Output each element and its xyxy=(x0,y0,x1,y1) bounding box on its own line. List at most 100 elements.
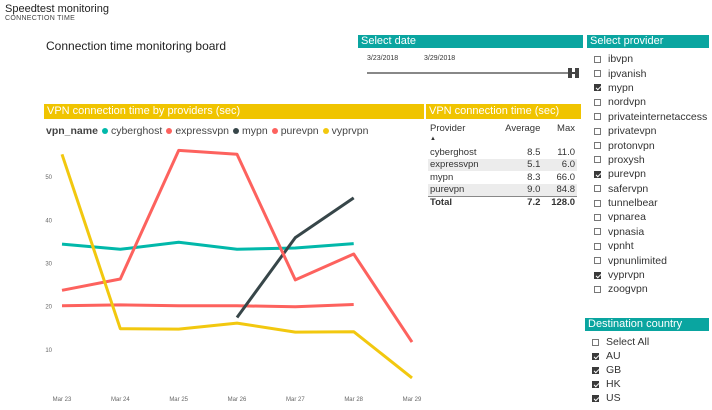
checkbox-icon[interactable] xyxy=(594,142,601,150)
checkbox-icon[interactable] xyxy=(592,352,599,360)
provider-option-label: privateinternetaccess xyxy=(608,110,708,123)
country-option-us[interactable]: US xyxy=(592,391,649,405)
provider-option-ibvpn[interactable]: ibvpn xyxy=(594,52,707,66)
provider-option-label: vpnasia xyxy=(608,225,645,238)
checkbox-icon[interactable] xyxy=(594,127,601,135)
checkbox-icon[interactable] xyxy=(594,84,601,92)
legend-item-expressvpn[interactable]: expressvpn xyxy=(166,125,229,137)
series-line-vyprvpn[interactable] xyxy=(60,153,413,380)
column-header-average[interactable]: Average xyxy=(505,123,541,134)
provider-option-tunnelbear[interactable]: tunnelbear xyxy=(594,196,707,210)
total-max: 128.0 xyxy=(542,195,577,209)
provider-option-vpnht[interactable]: vpnht xyxy=(594,239,707,253)
provider-option-label: vpnunlimited xyxy=(608,254,667,267)
provider-option-vpnasia[interactable]: vpnasia xyxy=(594,225,707,239)
checkbox-icon[interactable] xyxy=(594,242,601,250)
y-tick-label: 40 xyxy=(45,218,52,224)
provider-option-label: purevpn xyxy=(608,168,646,181)
column-header-max[interactable]: Max xyxy=(557,123,575,134)
connection-time-table-visual: VPN connection time (sec) Provider ▲ Ave… xyxy=(426,104,581,214)
provider-slicer-title: Select provider xyxy=(587,35,709,48)
provider-list: ibvpn ipvanish mypn nordvpn privateinterneta… xyxy=(594,52,707,297)
series-line-expressvpn[interactable] xyxy=(61,303,354,309)
country-option-label: GB xyxy=(606,364,622,376)
table-row[interactable]: purevpn 9.0 84.8 xyxy=(428,183,577,196)
provider-option-purevpn[interactable]: purevpn xyxy=(594,167,707,181)
total-label: Total xyxy=(428,195,494,209)
x-tick-label: Mar 23 xyxy=(53,397,72,403)
checkbox-icon[interactable] xyxy=(594,213,601,221)
date-slider-fill xyxy=(367,72,573,74)
checkbox-icon[interactable] xyxy=(594,185,601,193)
country-option-au[interactable]: AU xyxy=(592,349,649,363)
cell-average: 8.5 xyxy=(527,146,541,158)
checkbox-icon[interactable] xyxy=(594,55,601,63)
provider-option-proxysh[interactable]: proxysh xyxy=(594,153,707,167)
legend-dot-icon xyxy=(271,128,278,134)
series-line-purevpn[interactable] xyxy=(61,148,414,343)
checkbox-icon[interactable] xyxy=(592,366,599,374)
provider-option-label: nordvpn xyxy=(608,96,646,109)
checkbox-icon[interactable] xyxy=(594,113,601,121)
country-option-gb[interactable]: GB xyxy=(592,363,649,377)
checkbox-icon[interactable] xyxy=(594,98,601,106)
checkbox-icon[interactable] xyxy=(594,257,601,265)
provider-option-label: ipvanish xyxy=(608,67,647,80)
checkbox-icon[interactable] xyxy=(594,285,601,293)
checkbox-icon[interactable] xyxy=(592,338,599,346)
checkbox-icon[interactable] xyxy=(592,394,599,402)
legend-item-cyberghost[interactable]: cyberghost xyxy=(101,125,162,137)
provider-option-zoogvpn[interactable]: zoogvpn xyxy=(594,282,707,296)
cell-max: 6.0 xyxy=(542,158,577,171)
checkbox-icon[interactable] xyxy=(594,70,601,78)
app-subtitle: CONNECTION TIME xyxy=(5,15,76,22)
checkbox-icon[interactable] xyxy=(594,271,601,279)
legend-item-purevpn[interactable]: purevpn xyxy=(271,125,319,137)
provider-option-vpnunlimited[interactable]: vpnunlimited xyxy=(594,253,707,267)
checkbox-icon[interactable] xyxy=(592,380,599,388)
provider-option-safervpn[interactable]: safervpn xyxy=(594,182,707,196)
provider-option-label: vyprvpn xyxy=(608,269,645,282)
legend-dot-icon xyxy=(101,128,108,134)
legend-dot-icon xyxy=(322,128,329,134)
provider-option-vyprvpn[interactable]: vyprvpn xyxy=(594,268,707,282)
x-tick-label: Mar 29 xyxy=(403,397,422,403)
checkbox-icon[interactable] xyxy=(594,156,601,164)
legend-dot-icon xyxy=(233,128,240,134)
date-slider-track[interactable] xyxy=(367,72,573,74)
cell-average: 9.0 xyxy=(493,183,543,196)
x-tick-label: Mar 28 xyxy=(344,397,363,403)
checkbox-icon[interactable] xyxy=(594,199,601,207)
legend-title: vpn_name xyxy=(46,125,98,137)
table-row[interactable]: mypn 8.3 66.0 xyxy=(428,171,577,184)
provider-option-label: vpnarea xyxy=(608,211,646,224)
date-start-field[interactable]: 3/23/2018 xyxy=(367,55,399,62)
provider-option-mypn[interactable]: mypn xyxy=(594,81,707,95)
checkbox-icon[interactable] xyxy=(594,170,601,178)
provider-option-ipvanish[interactable]: ipvanish xyxy=(594,66,707,80)
date-slider-end-handle[interactable] xyxy=(575,68,579,78)
legend-item-mypn[interactable]: mypn xyxy=(233,125,268,137)
provider-option-privateinternetaccess[interactable]: privateinternetaccess xyxy=(594,110,707,124)
table-row[interactable]: cyberghost 8.5 11.0 xyxy=(428,146,577,159)
country-option-hk[interactable]: HK xyxy=(592,377,649,391)
column-header-provider[interactable]: Provider ▲ xyxy=(428,121,494,146)
table-row[interactable]: expressvpn 5.1 6.0 xyxy=(428,158,577,171)
total-average: 7.2 xyxy=(493,195,543,209)
legend-item-vyprvpn[interactable]: vyprvpn xyxy=(322,125,368,137)
series-line-mypn[interactable] xyxy=(235,196,355,319)
country-option-select-all[interactable]: Select All xyxy=(592,335,649,349)
y-tick-label: 30 xyxy=(45,262,52,268)
checkbox-icon[interactable] xyxy=(594,228,601,236)
country-slicer-title: Destination country xyxy=(585,318,709,331)
provider-option-privatevpn[interactable]: privatevpn xyxy=(594,124,707,138)
cell-max: 84.8 xyxy=(542,183,577,196)
cell-average: 8.3 xyxy=(527,171,541,183)
series-line-cyberghost[interactable] xyxy=(61,240,354,251)
y-tick-label: 20 xyxy=(45,305,52,311)
provider-option-vpnarea[interactable]: vpnarea xyxy=(594,210,707,224)
date-end-field[interactable]: 3/29/2018 xyxy=(424,55,456,62)
provider-option-protonvpn[interactable]: protonvpn xyxy=(594,138,707,152)
provider-option-label: tunnelbear xyxy=(608,197,658,210)
provider-option-nordvpn[interactable]: nordvpn xyxy=(594,95,707,109)
